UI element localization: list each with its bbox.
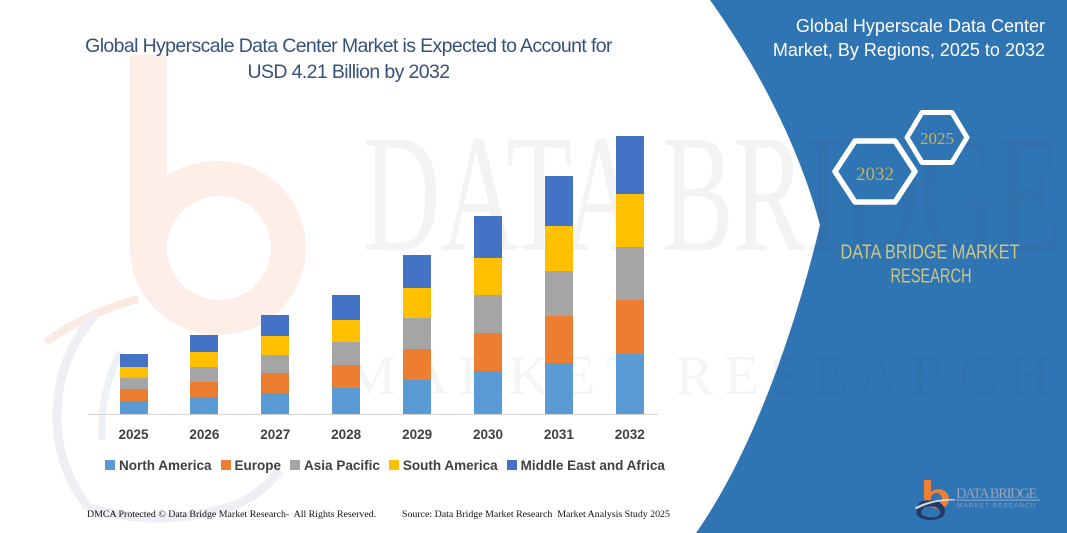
svg-text:MARKET RESEARCH: MARKET RESEARCH bbox=[957, 503, 1038, 510]
svg-text:DATA BRIDGE: DATA BRIDGE bbox=[956, 486, 1039, 502]
svg-text:RESEARCH: RESEARCH bbox=[891, 265, 972, 288]
svg-text:DATA BRIDGE MARKET: DATA BRIDGE MARKET bbox=[841, 241, 1020, 264]
svg-text:MARKET RESEARCH: MARKET RESEARCH bbox=[345, 345, 1060, 407]
